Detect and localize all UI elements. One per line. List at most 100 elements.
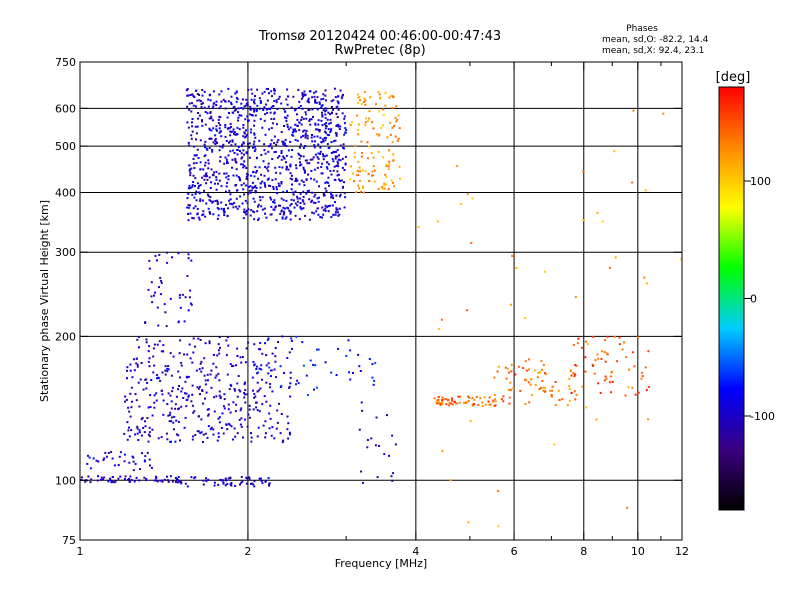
data-point bbox=[149, 406, 152, 408]
data-point bbox=[217, 182, 219, 185]
data-point bbox=[550, 393, 553, 396]
data-point bbox=[227, 207, 229, 210]
data-point bbox=[260, 205, 263, 208]
data-point bbox=[438, 402, 441, 405]
data-point bbox=[360, 102, 363, 105]
data-point bbox=[123, 453, 126, 456]
data-point bbox=[290, 339, 293, 342]
data-point bbox=[342, 143, 345, 146]
data-point bbox=[362, 185, 365, 188]
data-point bbox=[126, 438, 129, 441]
data-point bbox=[234, 131, 236, 134]
data-point bbox=[497, 490, 500, 493]
data-point bbox=[213, 481, 216, 484]
data-point bbox=[254, 184, 257, 187]
data-point bbox=[378, 110, 381, 113]
data-point bbox=[321, 114, 324, 116]
data-point bbox=[508, 402, 511, 405]
data-point bbox=[315, 210, 318, 213]
data-point bbox=[252, 143, 255, 146]
data-point bbox=[282, 190, 285, 193]
data-point bbox=[510, 388, 512, 391]
data-point bbox=[178, 385, 180, 387]
data-point bbox=[180, 405, 183, 408]
data-point bbox=[322, 140, 325, 143]
data-point bbox=[341, 186, 344, 189]
data-point bbox=[202, 479, 205, 482]
data-point bbox=[305, 192, 308, 195]
data-point bbox=[184, 296, 187, 299]
data-point bbox=[371, 170, 374, 173]
data-point bbox=[439, 403, 442, 406]
data-point bbox=[250, 189, 253, 192]
data-point bbox=[185, 392, 188, 395]
data-point bbox=[268, 128, 271, 131]
data-point bbox=[245, 177, 248, 180]
data-point bbox=[570, 392, 573, 394]
data-point bbox=[628, 368, 631, 371]
data-point bbox=[196, 212, 199, 215]
data-point bbox=[150, 281, 153, 284]
data-point bbox=[316, 197, 319, 200]
data-point bbox=[269, 404, 272, 407]
data-point bbox=[275, 143, 278, 146]
data-point bbox=[274, 205, 277, 208]
data-point bbox=[203, 178, 206, 181]
data-point bbox=[316, 348, 319, 351]
data-point bbox=[255, 110, 258, 113]
data-point bbox=[337, 347, 339, 350]
data-point bbox=[324, 209, 327, 212]
data-point bbox=[573, 390, 576, 393]
data-point bbox=[232, 128, 235, 131]
data-point bbox=[330, 141, 333, 144]
data-point bbox=[263, 149, 266, 152]
data-point bbox=[584, 370, 587, 373]
data-point bbox=[264, 212, 266, 215]
data-point bbox=[272, 105, 275, 107]
data-point bbox=[148, 345, 151, 348]
data-point bbox=[214, 143, 217, 145]
data-point bbox=[249, 191, 252, 194]
data-point bbox=[278, 166, 281, 168]
data-point bbox=[364, 170, 367, 173]
data-point bbox=[294, 190, 297, 193]
data-point bbox=[235, 100, 238, 103]
data-point bbox=[193, 196, 196, 199]
data-point bbox=[378, 445, 380, 447]
data-point bbox=[218, 390, 221, 393]
grid-lines bbox=[80, 62, 682, 540]
data-point bbox=[218, 394, 221, 397]
data-point bbox=[237, 375, 240, 377]
data-point bbox=[372, 156, 375, 159]
data-point bbox=[189, 174, 192, 177]
data-point bbox=[290, 203, 293, 205]
data-point bbox=[229, 411, 232, 414]
data-point bbox=[193, 145, 196, 148]
data-point bbox=[187, 94, 190, 97]
data-point bbox=[215, 178, 218, 181]
data-point bbox=[329, 131, 332, 134]
data-point bbox=[300, 116, 303, 119]
data-point bbox=[335, 208, 338, 211]
data-point bbox=[273, 151, 276, 154]
data-point bbox=[205, 480, 208, 483]
data-point bbox=[294, 202, 297, 205]
data-point bbox=[302, 155, 305, 158]
data-point bbox=[202, 102, 204, 105]
data-point bbox=[139, 378, 142, 381]
data-point bbox=[222, 481, 225, 484]
data-point bbox=[322, 109, 325, 112]
data-point bbox=[519, 389, 522, 392]
data-point bbox=[287, 168, 290, 171]
data-point bbox=[246, 172, 249, 175]
data-point bbox=[276, 141, 279, 144]
data-point bbox=[234, 133, 237, 136]
data-point bbox=[226, 483, 229, 485]
data-point bbox=[186, 485, 189, 488]
data-point bbox=[308, 218, 311, 221]
data-point bbox=[189, 171, 192, 174]
data-point bbox=[264, 185, 267, 188]
data-point bbox=[236, 207, 239, 210]
data-point bbox=[306, 394, 309, 396]
data-point bbox=[337, 125, 340, 128]
